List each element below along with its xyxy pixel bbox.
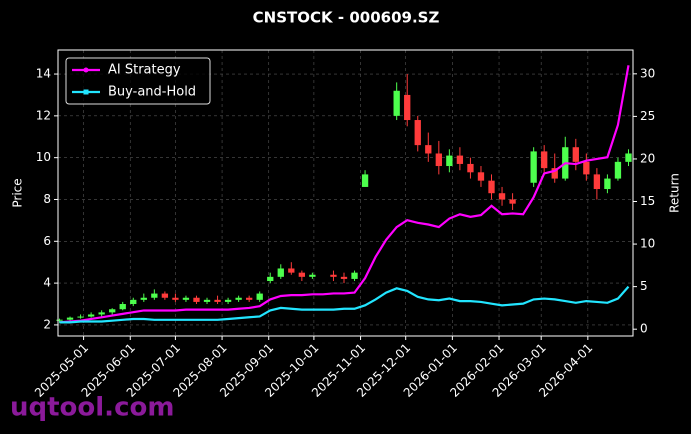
legend-box: [65, 57, 211, 105]
legend: AI Strategy Buy-and-Hold: [65, 57, 211, 105]
plot-frame: [57, 49, 634, 337]
legend-label: Buy-and-Hold: [108, 85, 196, 100]
candle-body: [583, 161, 590, 175]
candle-body: [456, 155, 464, 164]
candle-body: [246, 297, 253, 300]
return-line: [59, 65, 630, 324]
candle-body: [193, 297, 200, 302]
candle-body: [572, 147, 579, 162]
candle-body: [530, 151, 537, 183]
candle-body: [551, 168, 558, 179]
candle-body: [256, 293, 263, 300]
y-tick-label: 10: [36, 150, 51, 164]
candle-body: [56, 319, 63, 321]
candle-body: [425, 145, 432, 154]
y-tick-label: 4: [43, 276, 51, 290]
candle-body: [446, 155, 453, 167]
candle-body: [509, 199, 516, 204]
y2-tick-label: 25: [640, 109, 655, 123]
legend-label: AI Strategy: [108, 63, 181, 78]
y2-tick-label: 10: [640, 237, 655, 251]
return-line: [59, 285, 630, 324]
candle-body: [467, 163, 474, 173]
candle-body: [66, 317, 74, 320]
candle-body: [235, 297, 242, 300]
y-tick-label: 6: [43, 234, 51, 248]
candle-body: [541, 151, 548, 169]
candle-body: [87, 314, 95, 317]
candle-body: [119, 304, 126, 310]
candle-body: [214, 299, 221, 302]
candle-body: [393, 90, 400, 116]
candle-body: [288, 268, 295, 273]
candle-body: [140, 297, 147, 300]
y2-tick-label: 30: [640, 66, 655, 80]
candle-body: [361, 174, 369, 187]
candle-body: [267, 276, 274, 282]
candle-body: [477, 172, 485, 181]
y2-tick-label: 15: [640, 194, 655, 208]
y-axis-label: Price: [11, 178, 25, 207]
candle-body: [488, 180, 495, 194]
candle-body: [161, 293, 169, 298]
y-tick-label: 12: [36, 108, 51, 122]
y-tick-label: 2: [43, 317, 51, 331]
candle-body: [614, 161, 622, 179]
candle-body: [98, 312, 105, 315]
candle-body: [625, 153, 632, 162]
candle-body: [604, 178, 611, 190]
candle-body: [330, 274, 337, 277]
candle-body: [182, 297, 190, 300]
candle-body: [404, 94, 411, 121]
legend-marker: [83, 89, 89, 95]
chart-title: CNSTOCK - 000609.SZ: [253, 9, 440, 27]
legend-marker: [83, 67, 89, 73]
candle-body: [498, 193, 506, 200]
candle-body: [277, 268, 284, 277]
candle-body: [351, 272, 358, 279]
candle-body: [151, 293, 158, 298]
y2-axis-label: Return: [668, 173, 682, 213]
candle-body: [172, 297, 179, 300]
candle-body: [224, 299, 232, 302]
y-tick-label: 8: [43, 192, 51, 206]
candle-body: [309, 274, 316, 277]
candle-body: [130, 299, 137, 305]
candle-body: [298, 272, 306, 277]
y2-tick-label: 0: [640, 322, 648, 336]
candle-body: [435, 153, 442, 167]
candle-body: [340, 276, 348, 279]
y2-tick-label: 20: [640, 151, 655, 165]
candle-body: [203, 299, 211, 302]
y2-tick-label: 5: [640, 279, 648, 293]
candle-body: [77, 316, 84, 318]
y-tick-label: 14: [36, 67, 51, 81]
watermark: uqtool.com: [10, 393, 174, 423]
candle-body: [593, 174, 601, 190]
candle-body: [414, 120, 421, 146]
candle-body: [109, 309, 116, 313]
